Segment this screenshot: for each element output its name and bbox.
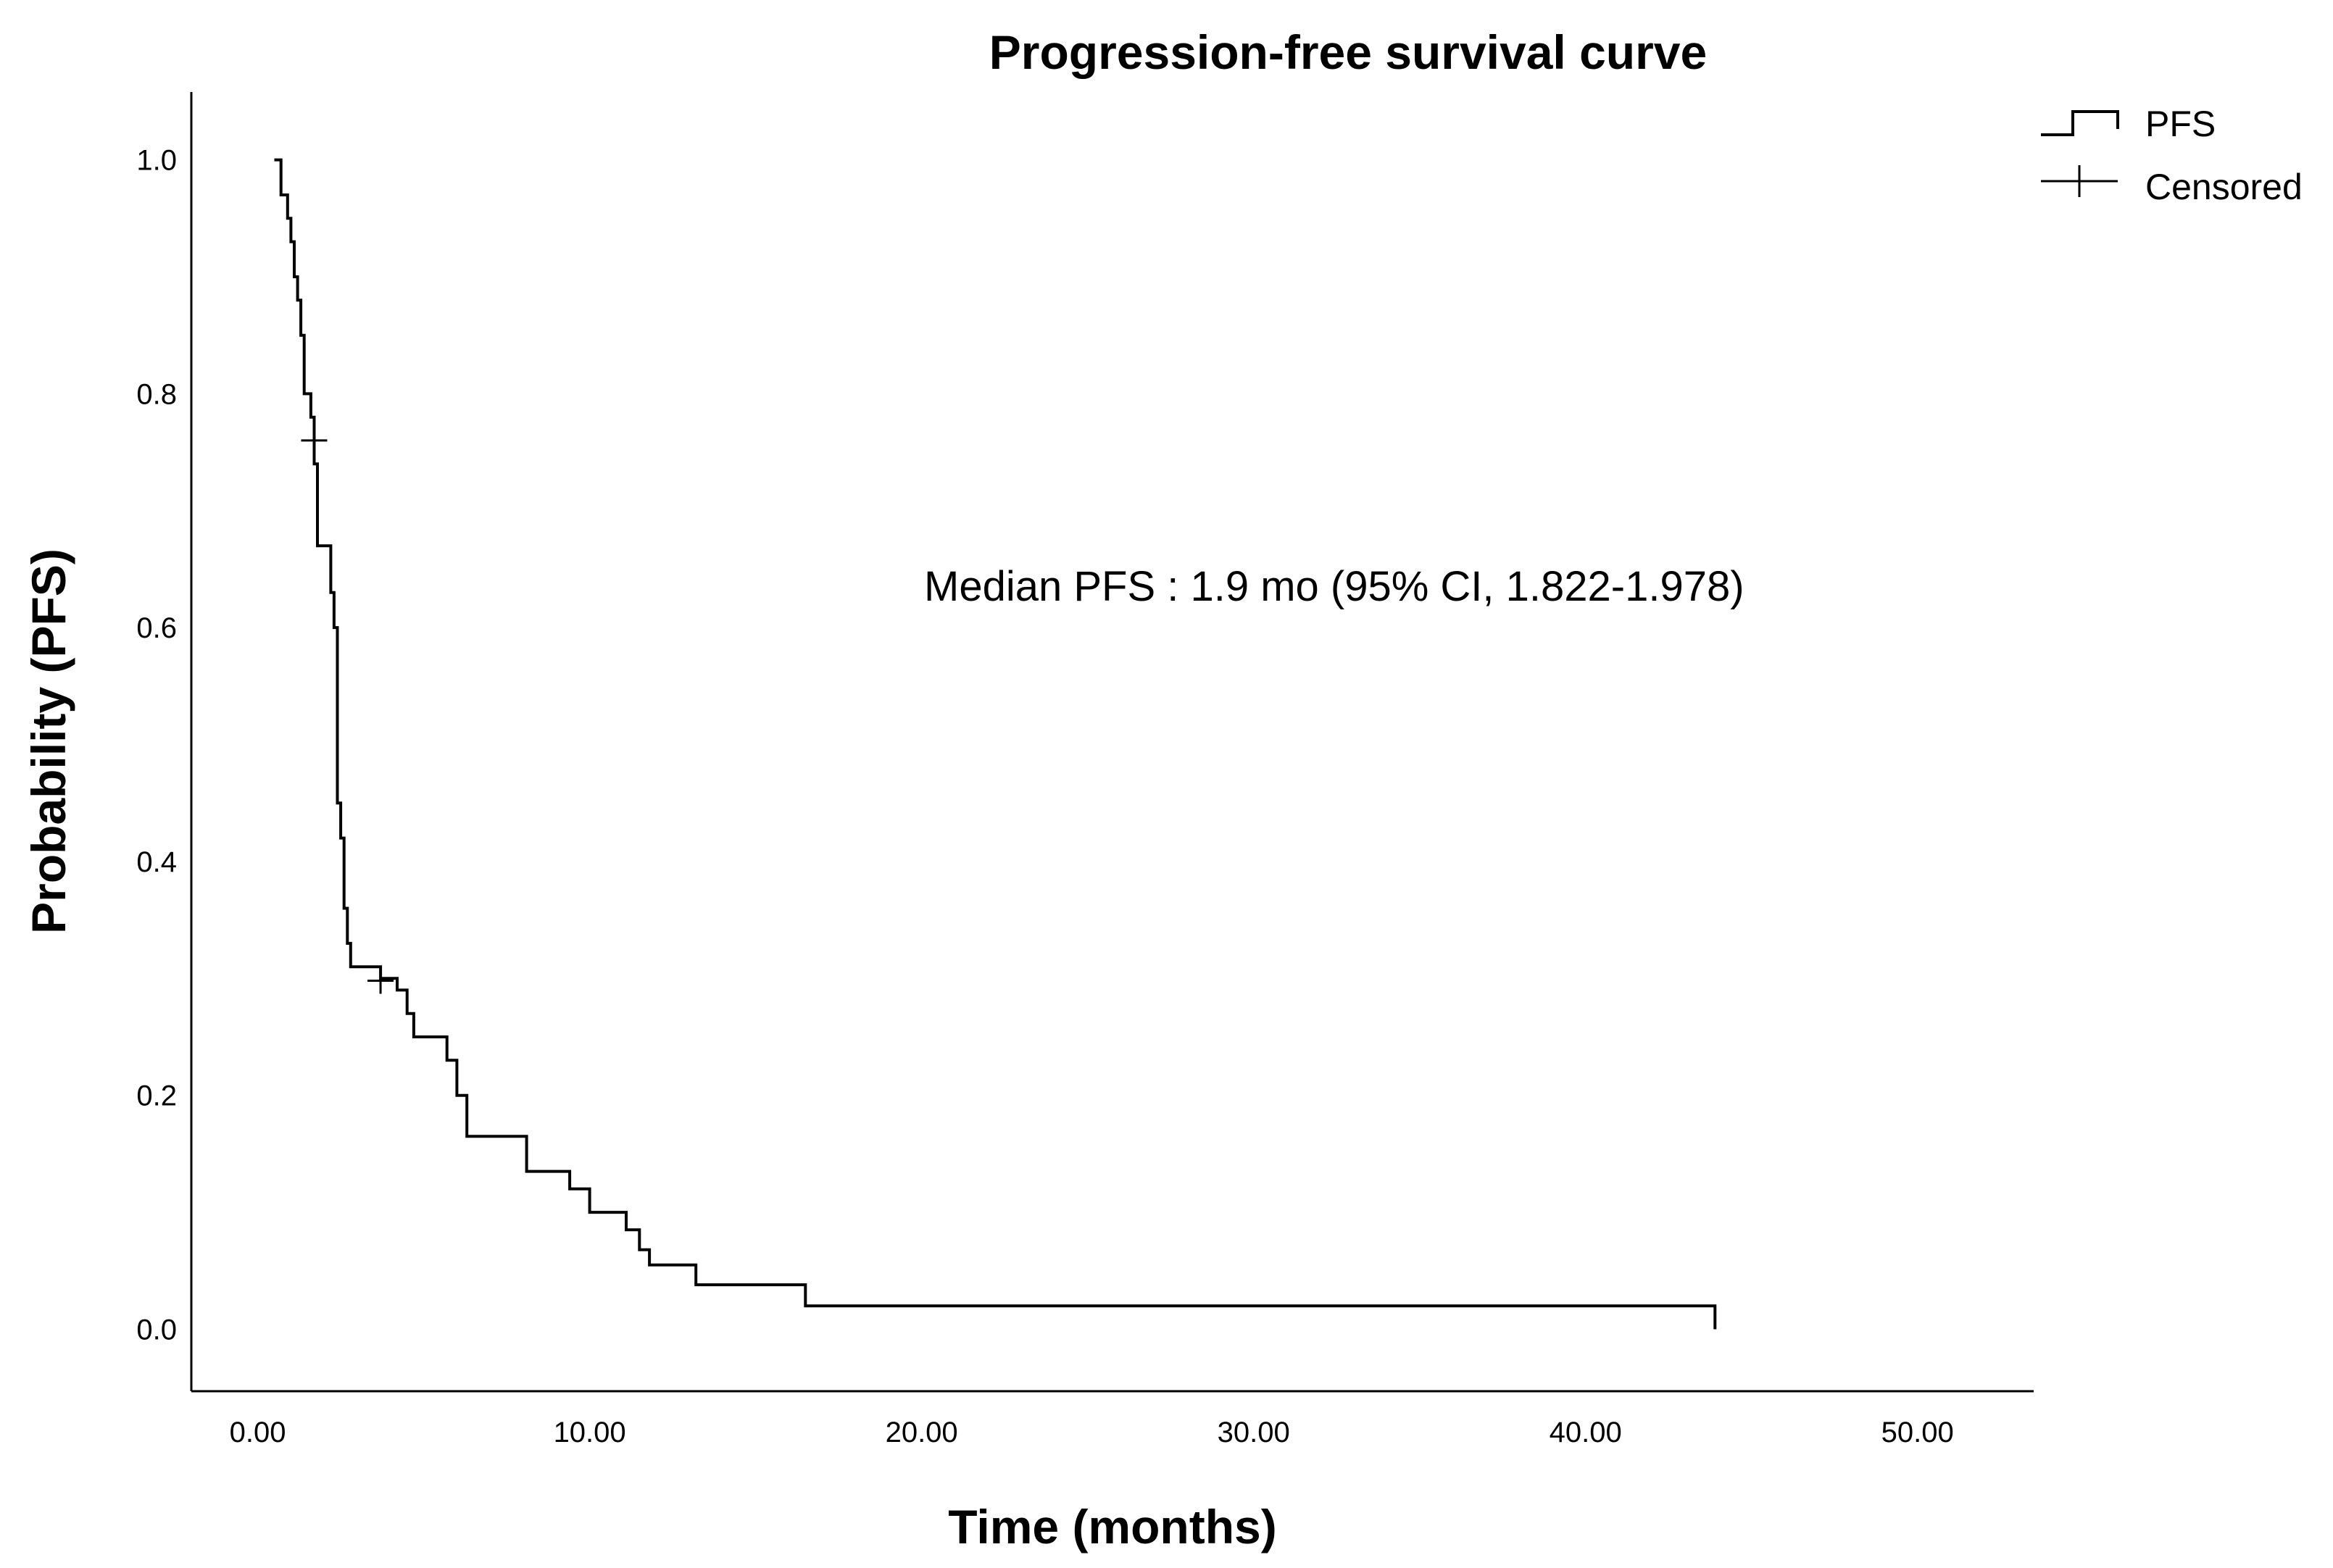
x-tick-label: 0.00 xyxy=(230,1417,286,1448)
median-pfs-annotation: Median PFS : 1.9 mo (95% CI, 1.822-1.978… xyxy=(924,563,1744,610)
y-tick-label: 0.8 xyxy=(136,378,177,410)
y-tick-label: 0.2 xyxy=(136,1080,177,1112)
x-tick-label: 20.00 xyxy=(886,1417,958,1448)
y-tick-label: 0.4 xyxy=(136,846,177,878)
pfs-curve xyxy=(274,158,1717,1330)
legend: PFS Censored xyxy=(2041,104,2303,207)
plot-area xyxy=(274,158,1717,1330)
y-tick-label: 1.0 xyxy=(136,145,177,177)
y-tick-label: 0.6 xyxy=(136,612,177,644)
censored-marker xyxy=(301,427,328,454)
x-tick-labels: 0.00 10.00 20.00 30.00 40.00 50.00 xyxy=(230,1417,1954,1448)
x-tick-label: 50.00 xyxy=(1881,1417,1954,1448)
y-axis-title: Probability (PFS) xyxy=(22,549,75,934)
legend-pfs-swatch xyxy=(2041,110,2119,136)
legend-pfs-label: PFS xyxy=(2145,104,2216,144)
legend-censored-label: Censored xyxy=(2145,167,2303,207)
y-tick-labels: 0.0 0.2 0.4 0.6 0.8 1.0 xyxy=(136,145,177,1346)
x-tick-label: 40.00 xyxy=(1550,1417,1622,1448)
x-tick-label: 30.00 xyxy=(1218,1417,1290,1448)
chart-title: Progression-free survival curve xyxy=(989,25,1707,79)
censored-marker xyxy=(367,967,394,994)
x-axis-title: Time (months) xyxy=(948,1500,1276,1554)
x-tick-label: 10.00 xyxy=(554,1417,626,1448)
y-tick-label: 0.0 xyxy=(136,1314,177,1346)
